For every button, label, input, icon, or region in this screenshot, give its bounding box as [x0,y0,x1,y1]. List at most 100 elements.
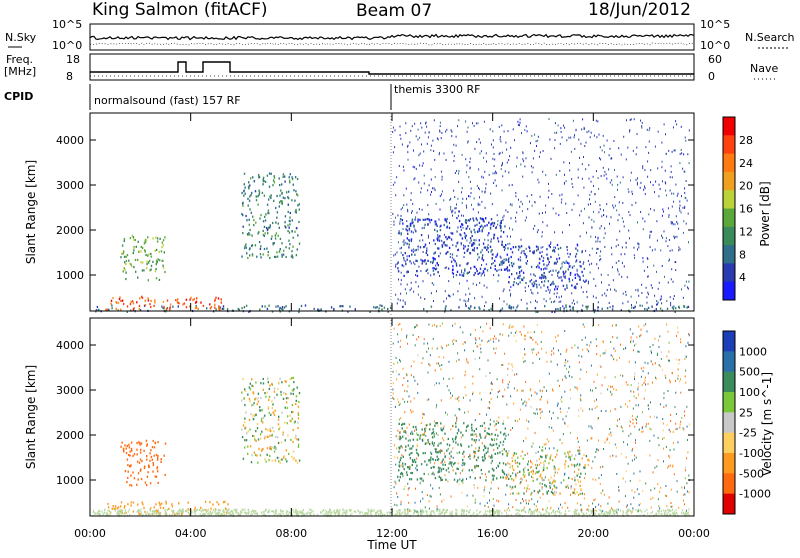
power-noise [399,165,400,167]
velocity-cell [210,508,211,510]
power-cell [431,219,432,221]
power-noise [446,266,447,268]
power-cell [579,279,580,281]
power-cell [264,305,265,307]
velocity-cell [127,477,128,479]
velocity-cell [296,438,297,440]
power-noise [508,130,509,132]
velocity-cell [251,385,252,387]
power-noise [658,195,659,197]
velocity-noise [581,407,582,409]
power-noise [590,203,591,205]
power-cell [301,305,302,307]
power-noise [398,270,399,272]
power-noise [637,184,638,186]
power-cell [120,309,121,311]
power-cell [244,183,245,185]
velocity-cell [447,443,448,445]
velocity-cell [411,478,412,480]
power-noise [650,208,651,210]
power-cell [291,256,292,258]
power-cell [111,307,112,309]
power-noise [521,299,522,301]
velocity-cell [495,453,496,455]
power-noise [455,212,456,214]
power-cell [448,268,449,270]
velocity-noise [401,465,402,467]
power-cell [491,218,492,220]
power-cell [561,279,562,281]
velocity-cell [293,458,294,460]
velocity-noise [406,336,407,338]
velocity-cell [424,428,425,430]
velocity-ground-cell [234,509,235,511]
velocity-cell [570,456,571,458]
power-noise [540,196,541,198]
power-noise [403,170,404,172]
power-cell [276,217,277,219]
power-noise [647,266,648,268]
power-cell [501,269,502,271]
power-noise [456,170,457,172]
power-noise [678,228,679,230]
power-noise [456,136,457,138]
power-cell [456,265,457,267]
velocity-cell [139,513,140,515]
power-cell [575,248,576,250]
velocity-noise [475,441,476,443]
power-noise [583,156,584,158]
velocity-noise [524,401,525,403]
velocity-cell [493,444,494,446]
velocity-cell [434,425,435,427]
velocity-noise [630,390,631,392]
velocity-noise [658,459,659,461]
power-cell [564,288,565,290]
power-noise [418,266,419,268]
power-cell [513,306,514,308]
velocity-cell [435,422,436,424]
power-noise [602,149,603,151]
power-noise [434,159,435,161]
velocity-noise [591,426,592,428]
velocity-noise [400,417,401,419]
velocity-ground-cell [466,514,467,516]
power-cell [123,303,124,305]
velocity-ground-cell [557,510,558,512]
velocity-noise [537,324,538,326]
velocity-noise [441,462,442,464]
power-noise [655,249,656,251]
velocity-noise [570,397,571,399]
velocity-cell [278,428,279,430]
power-noise [574,148,575,150]
power-noise [561,296,562,298]
velocity-noise [417,438,418,440]
velocity-noise [680,423,681,425]
power-noise [427,143,428,145]
power-cell [175,299,176,301]
velocity-noise [632,419,633,421]
velocity-noise [571,376,572,378]
power-cell [521,245,522,247]
power-noise [574,136,575,138]
velocity-cell [504,438,505,440]
power-noise [428,237,429,239]
velocity-ground-cell [152,512,153,514]
power-noise [548,263,549,265]
power-y-tick-label: 3000 [56,179,84,192]
velocity-ground-cell [396,513,397,515]
velocity-cell [537,471,538,473]
velocity-noise [669,360,670,362]
power-noise [468,219,469,221]
velocity-cell [267,447,268,449]
velocity-cell [128,454,129,456]
velocity-noise [630,341,631,343]
velocity-noise [609,428,610,430]
power-noise [577,301,578,303]
power-noise [428,213,429,215]
velocity-cell [470,434,471,436]
power-cell [479,222,480,224]
velocity-cell [552,459,553,461]
power-cell [259,217,260,219]
velocity-ground-cell [128,511,129,513]
velocity-noise [553,412,554,414]
